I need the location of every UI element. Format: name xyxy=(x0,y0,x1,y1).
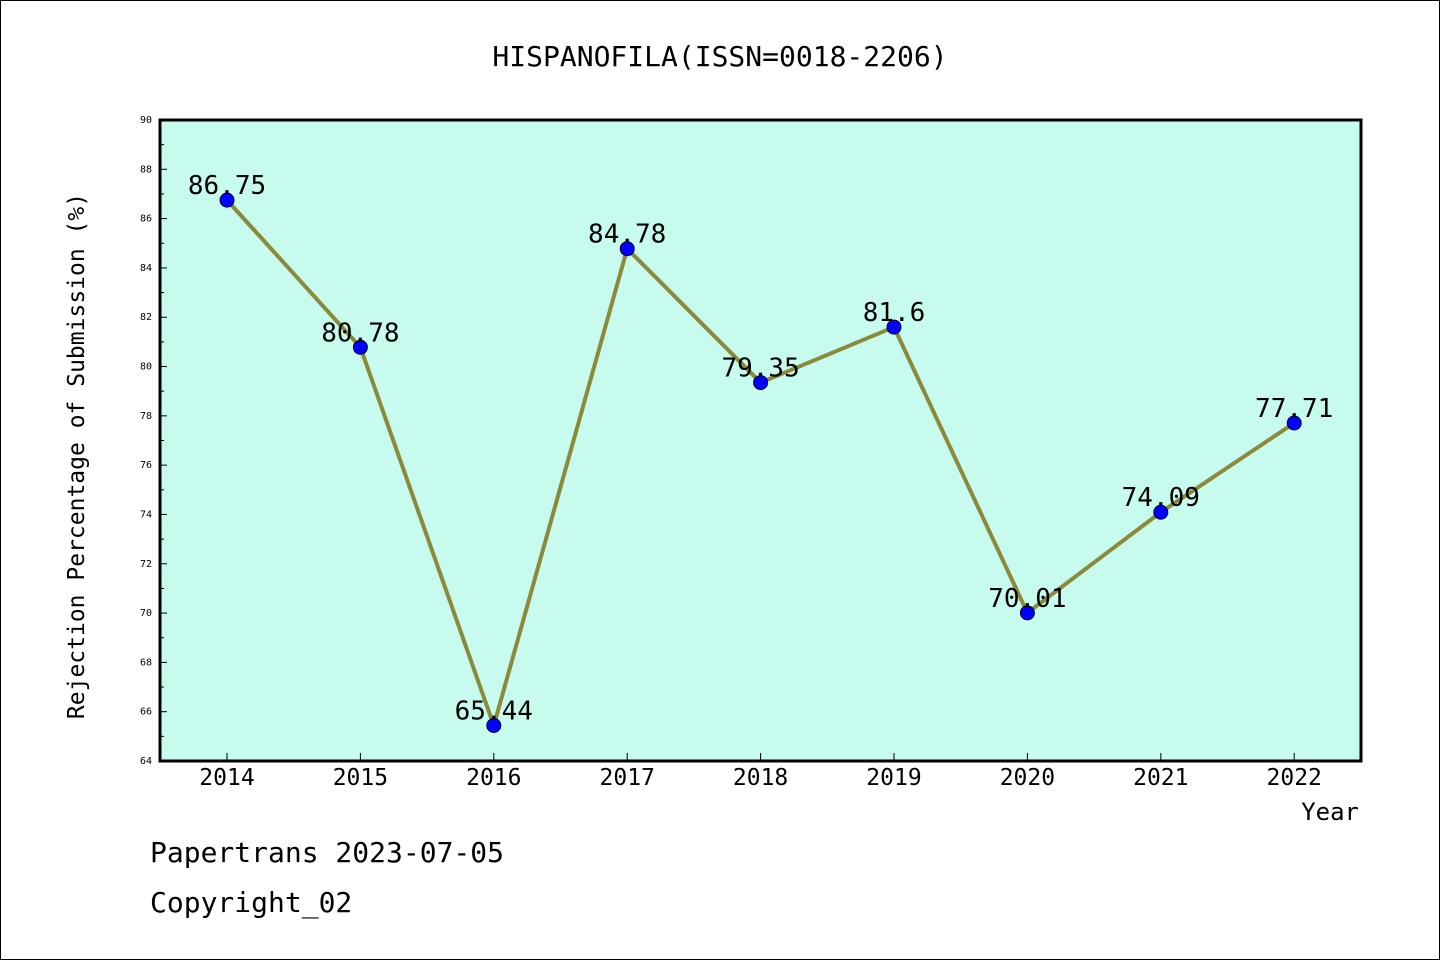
data-point xyxy=(1019,605,1035,621)
x-tick-label: 2021 xyxy=(1133,765,1188,791)
y-tick-label: 84 xyxy=(140,263,152,274)
footer-date: Papertrans 2023-07-05 xyxy=(150,836,505,869)
data-point xyxy=(1286,415,1302,431)
data-point xyxy=(486,717,502,733)
data-label: 86.75 xyxy=(188,171,266,201)
data-point xyxy=(1153,504,1169,520)
y-tick-label: 76 xyxy=(140,460,152,471)
data-label: 65.44 xyxy=(455,696,533,726)
data-markers xyxy=(219,192,1302,733)
y-tick-label: 68 xyxy=(140,657,152,668)
y-axis-label: Rejection Percentage of Submission (%) xyxy=(64,193,90,719)
y-tick-label: 64 xyxy=(140,756,152,767)
data-label: 81.6 xyxy=(863,298,926,328)
y-tick-label: 90 xyxy=(140,115,152,126)
y-tick-label: 86 xyxy=(140,214,152,225)
footer-copyright: Copyright_02 xyxy=(150,886,353,919)
data-label: 79.35 xyxy=(721,354,799,384)
x-tick-label: 2018 xyxy=(733,765,788,791)
data-point xyxy=(753,375,769,391)
data-point xyxy=(352,339,368,355)
chart-title: HISPANOFILA(ISSN=0018-2206) xyxy=(492,40,947,73)
x-tick-label: 2019 xyxy=(866,765,921,791)
data-point xyxy=(619,241,635,257)
x-tick-label: 2016 xyxy=(466,765,521,791)
x-tick-label: 2014 xyxy=(199,765,254,791)
data-point xyxy=(219,192,235,208)
x-tick-label: 2015 xyxy=(333,765,388,791)
data-label: 77.71 xyxy=(1255,394,1333,424)
y-tick-label: 70 xyxy=(140,608,152,619)
y-tick-label: 66 xyxy=(140,707,152,718)
y-tick-label: 72 xyxy=(140,559,152,570)
plot-area xyxy=(158,118,1363,763)
y-axis: 64 66 68 70 72 74 76 78 80 82 84 86 88 90 xyxy=(140,115,167,767)
x-tick-label: 2020 xyxy=(1000,765,1055,791)
y-tick-label: 80 xyxy=(140,362,152,373)
data-labels: 86.75 80.78 65.44 84.78 79.35 81.6 70.01 74.09 7… xyxy=(188,171,1333,726)
x-tick-label: 2017 xyxy=(600,765,655,791)
y-tick-label: 82 xyxy=(140,312,152,323)
y-tick-label: 74 xyxy=(140,509,152,520)
x-axis-label: Year xyxy=(1301,798,1359,826)
data-label: 80.78 xyxy=(321,318,399,348)
y-tick-label: 78 xyxy=(140,411,152,422)
x-tick-label: 2022 xyxy=(1267,765,1322,791)
data-label: 84.78 xyxy=(588,220,666,250)
y-tick-label: 88 xyxy=(140,164,152,175)
data-label: 74.09 xyxy=(1122,483,1200,513)
x-axis: 2014 2015 2016 2017 2018 2019 2020 2021 2022 xyxy=(199,753,1322,791)
data-point xyxy=(886,319,902,335)
data-label: 70.01 xyxy=(988,584,1066,614)
